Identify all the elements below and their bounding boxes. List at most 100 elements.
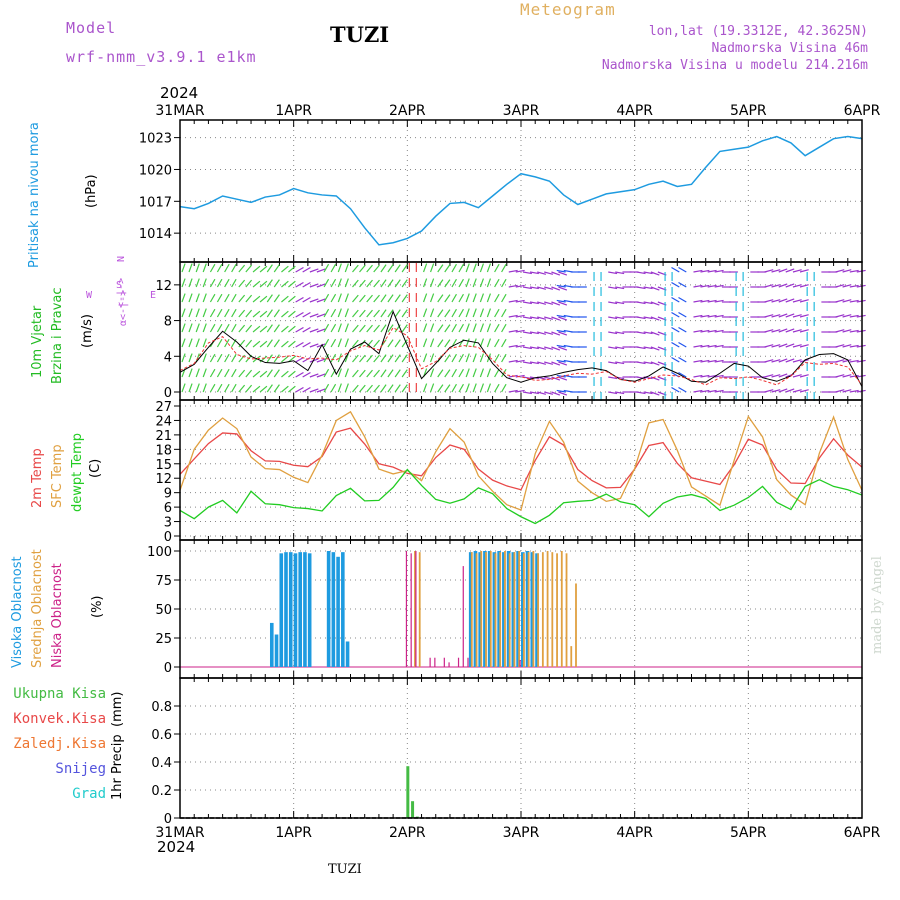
wind-arrow bbox=[458, 278, 464, 288]
wind-arrow bbox=[316, 358, 326, 363]
wind-arrow bbox=[295, 356, 304, 363]
wind-arrow bbox=[216, 308, 223, 318]
wind-arrow bbox=[529, 301, 539, 305]
wind-arrow bbox=[714, 389, 724, 393]
mid-cloud-bar bbox=[485, 552, 487, 667]
wind-arrow bbox=[309, 343, 319, 348]
compass-s: S bbox=[116, 280, 123, 291]
wind-arrow bbox=[359, 384, 366, 393]
wind-arrow bbox=[380, 279, 387, 288]
y-tick-label: 0 bbox=[164, 812, 172, 827]
wind-arrow bbox=[479, 293, 485, 303]
wind-arrow bbox=[224, 293, 230, 303]
wind-arrow bbox=[252, 310, 261, 318]
wind-arrow bbox=[344, 293, 349, 303]
low-cloud-bar bbox=[519, 660, 521, 667]
wind-arrow bbox=[273, 264, 280, 273]
wind-arrow bbox=[195, 308, 200, 318]
wind-arrow bbox=[671, 326, 680, 333]
model-name: wrf-nmm_v3.9.1 e1km bbox=[66, 48, 257, 66]
wind-arrow bbox=[615, 331, 625, 335]
legend-total-precip: Ukupna Kisa bbox=[13, 686, 106, 702]
wind-arrow bbox=[429, 293, 435, 303]
wind-arrow bbox=[373, 264, 380, 273]
mid-cloud-bar bbox=[575, 583, 577, 667]
mid-cloud-bar bbox=[518, 551, 521, 667]
wind-arrow bbox=[245, 279, 253, 288]
wind-arrow bbox=[608, 271, 618, 275]
wind-arrow bbox=[444, 309, 451, 318]
wind-arrow bbox=[344, 338, 349, 348]
wind-arrow bbox=[558, 316, 568, 321]
wind-arrow bbox=[792, 314, 802, 318]
wind-arrow bbox=[337, 308, 342, 318]
wind-arrow bbox=[195, 383, 200, 393]
wind-arrow bbox=[714, 314, 724, 318]
wind-arrow bbox=[252, 295, 261, 303]
date-label-bottom: 5APR bbox=[730, 825, 767, 841]
wind-arrow bbox=[678, 296, 687, 303]
wind-arrow bbox=[643, 271, 653, 275]
wind-arrow bbox=[209, 323, 216, 333]
wind-arrow bbox=[643, 316, 653, 320]
wind-arrow bbox=[700, 314, 710, 318]
y-tick-label: 6 bbox=[164, 501, 172, 516]
mid-cloud-bar bbox=[513, 552, 516, 667]
wind-arrow bbox=[266, 294, 273, 303]
wind-arrow bbox=[693, 329, 703, 333]
wind-arrow bbox=[608, 301, 618, 305]
wind-arrow bbox=[352, 264, 359, 273]
wind-arrow bbox=[544, 346, 554, 350]
wind-arrow bbox=[458, 308, 464, 318]
wind-arrow bbox=[437, 384, 444, 393]
wind-arrow bbox=[380, 294, 387, 303]
wind-arrow bbox=[678, 326, 687, 333]
wind-arrow bbox=[792, 299, 802, 303]
wind-arrow bbox=[558, 391, 568, 396]
y-tick-label: 1017 bbox=[139, 195, 172, 210]
wind-arrow bbox=[700, 389, 710, 393]
wind-arrow bbox=[643, 361, 653, 365]
wind-arrow bbox=[188, 338, 193, 348]
mid-cloud-bar bbox=[480, 551, 483, 667]
wind-arrow bbox=[181, 323, 186, 333]
wind-arrow bbox=[245, 384, 253, 393]
wind-arrow bbox=[316, 298, 326, 303]
y-tick-label: 0 bbox=[164, 661, 172, 676]
wind-arrow bbox=[288, 310, 296, 318]
high-cloud-bar bbox=[525, 551, 530, 667]
wind-arrow bbox=[224, 338, 230, 348]
wind-arrow bbox=[501, 338, 507, 348]
wind-arrow bbox=[792, 284, 802, 288]
wind-arrow bbox=[444, 369, 451, 378]
wind-arrow bbox=[835, 359, 845, 363]
wind-arrow bbox=[231, 263, 237, 273]
date-label-top: 5APR bbox=[730, 103, 767, 119]
wind-arrow bbox=[202, 263, 207, 273]
wind-arrow bbox=[266, 339, 273, 348]
wind-arrow bbox=[615, 346, 625, 350]
wind-arrow bbox=[835, 344, 845, 348]
wind-arrow bbox=[266, 324, 273, 333]
wind-arrow bbox=[608, 346, 618, 350]
wind-arrow bbox=[337, 353, 342, 363]
wind-arrow bbox=[764, 389, 774, 393]
wind-arrow bbox=[352, 309, 359, 318]
wind-arrow bbox=[522, 346, 532, 350]
low-cloud-bar bbox=[467, 657, 469, 667]
wind-arrow bbox=[479, 308, 485, 318]
wind-arrow bbox=[216, 293, 223, 303]
high-cloud-bar bbox=[284, 552, 288, 667]
high-cloud-bar bbox=[269, 622, 274, 667]
wind-arrow bbox=[764, 269, 774, 273]
wind-arrow bbox=[693, 389, 703, 393]
wind-arrow bbox=[558, 286, 568, 291]
wind-arrow bbox=[558, 331, 568, 336]
wind-arrow bbox=[778, 268, 788, 273]
wind-arrow bbox=[238, 264, 246, 273]
wind-arrow bbox=[224, 383, 230, 393]
y-tick-label: 8 bbox=[164, 315, 172, 330]
wind-arrow bbox=[479, 263, 485, 273]
legend-frozen-precip: Zaledj.Kisa bbox=[13, 736, 106, 752]
wind-arrow bbox=[856, 344, 866, 348]
